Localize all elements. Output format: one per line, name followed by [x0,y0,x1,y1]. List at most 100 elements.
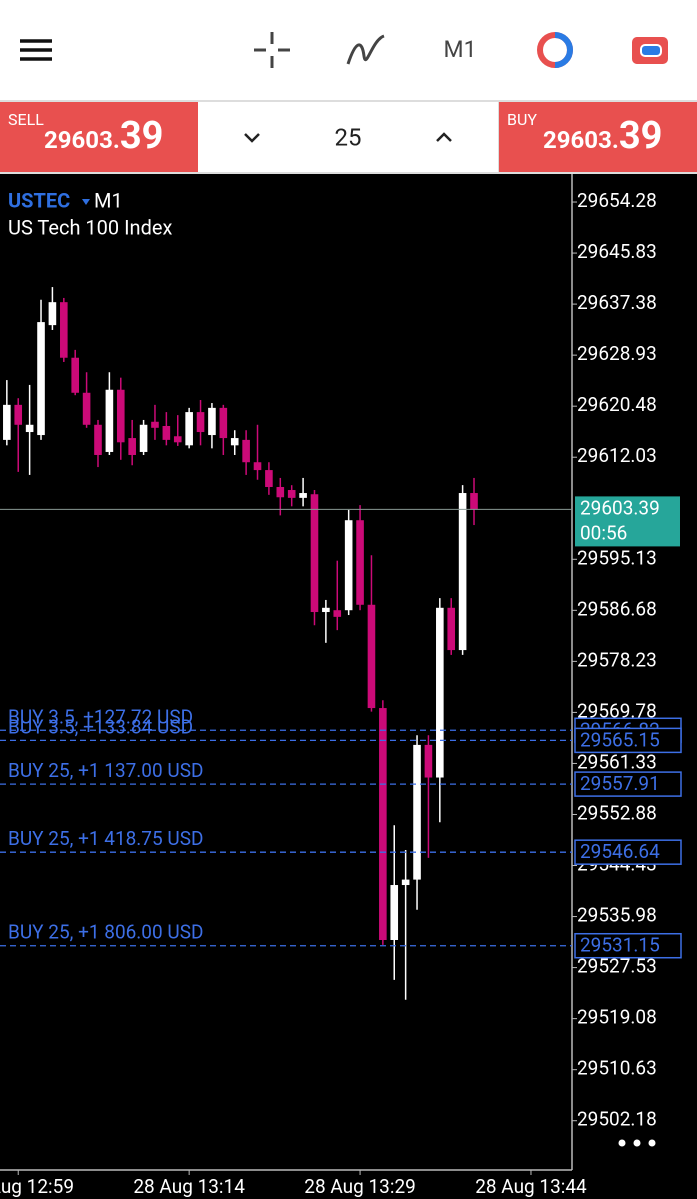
y-tick-label: 29595.13 [577,546,657,569]
candle-body [344,520,353,611]
indicators-button[interactable] [346,34,385,65]
candle-body [219,407,228,439]
candle-body [151,421,159,428]
y-tick-label: 29620.48 [577,393,657,416]
order-price-box [574,771,682,797]
countdown: 00:56 [580,521,627,544]
toolbar-icons: M1 [20,32,668,68]
volume-value[interactable]: 25 [335,123,362,151]
volume-control: 25 [198,102,498,172]
candle-body [436,607,444,778]
sell-price: 29603.39 [44,114,163,158]
x-tick-label: 28 Aug 13:44 [475,1175,587,1198]
candle-body [253,462,262,471]
candle-body [82,392,91,425]
timeframe-button[interactable]: M1 [443,36,476,63]
candle-body [310,494,319,613]
current-price-label: 29603.39 [580,496,660,519]
decrease-button[interactable] [244,133,260,143]
candle-body [173,436,182,443]
order-label: BUY 25, +1 137.00 USD [8,759,203,782]
candle-body [242,439,250,463]
candle-body [185,412,193,446]
price-pips: 39 [618,114,663,158]
y-tick-label: 29510.63 [577,1057,657,1080]
y-tick-label: 29654.28 [577,189,657,212]
menu-button[interactable] [20,39,52,61]
candle-body [276,486,285,498]
volume-svg: 25 [244,123,452,151]
candle-body [265,470,273,487]
trade-panel: SELL 29603.39 25 BUY 29603.39 [0,100,697,174]
x-tick-label: 28 Aug 13:29 [304,1175,416,1198]
order-price-label: 29565.15 [580,728,660,751]
more-button[interactable] [618,1139,656,1147]
y-tick-label: 29552.88 [577,801,657,824]
candle-body [356,520,364,605]
sell-label: SELL [8,110,44,129]
candle-body [37,322,45,436]
candle-body [230,438,239,446]
account-icon[interactable] [632,37,668,64]
price-main: 29603. [44,126,120,154]
chart: USTEC M1 US Tech 100 Index 29654.28 29645… [0,174,697,1199]
buy-label: BUY [507,110,537,129]
candle-body [3,404,11,440]
y-tick-label: 29578.23 [577,648,657,671]
order-label: BUY 25, +1 806.00 USD [8,921,203,944]
y-tick-label: 29519.08 [577,1006,657,1029]
candle-body [458,493,467,651]
price-pips: 39 [119,114,164,158]
candle-body [94,424,102,455]
x-tick-label: 28 Aug 12:59 [0,1175,74,1198]
sell-button[interactable]: SELL 29603.39 [0,102,198,172]
candle-body [48,302,57,326]
order-price-box [574,727,682,754]
order-label: BUY 3.5, +133.84 USD [8,715,193,738]
symbol[interactable]: USTEC [8,188,70,212]
trade-icon[interactable] [537,32,573,68]
candle-body [322,607,330,613]
crosshair-button[interactable] [254,32,290,68]
candle-body [379,708,387,940]
candle-body [367,604,376,709]
order-price-box [574,932,682,959]
symbol-dropdown[interactable] [82,199,90,205]
candle-body [208,407,216,436]
y-tick-label: 29561.33 [577,750,657,773]
candle-body [25,424,34,433]
order-price-box [574,839,682,865]
candle-body [287,490,296,498]
chart-timeframe: M1 [94,188,123,212]
y-tick-label: 29569.78 [577,699,657,722]
y-tick-label: 29612.03 [577,444,657,467]
order-price-label: 29557.91 [580,772,660,795]
candle-body [413,744,421,880]
candle-body [105,389,114,452]
toolbar: M1 [0,0,697,100]
y-tick-label: 29502.18 [577,1108,657,1131]
y-tick-label: 29535.98 [577,904,657,927]
candle-body [14,404,23,425]
increase-button[interactable] [436,132,452,142]
candle-body [196,412,205,433]
chart-background [0,174,697,1199]
candle-body [299,493,307,498]
x-tick-label: 28 Aug 13:14 [133,1175,245,1198]
candle-body [116,389,125,443]
y-tick-label: 29645.83 [577,240,657,263]
order-price-label: 29531.15 [580,934,660,957]
candle-body [162,425,171,440]
candle-body [71,357,80,393]
buy-button[interactable]: BUY 29603.39 [499,102,697,172]
y-tick-label: 29586.68 [577,597,657,620]
candle-body [128,438,136,455]
candle-body [60,302,68,358]
order-label: BUY 3.5, +127.72 USD [8,705,193,728]
candle-body [333,610,342,617]
candle-body [401,879,410,886]
price-main: 29603. [543,126,619,154]
candle-body [470,493,478,510]
y-tick-label: 29628.93 [577,342,657,365]
candle-body [390,885,399,940]
